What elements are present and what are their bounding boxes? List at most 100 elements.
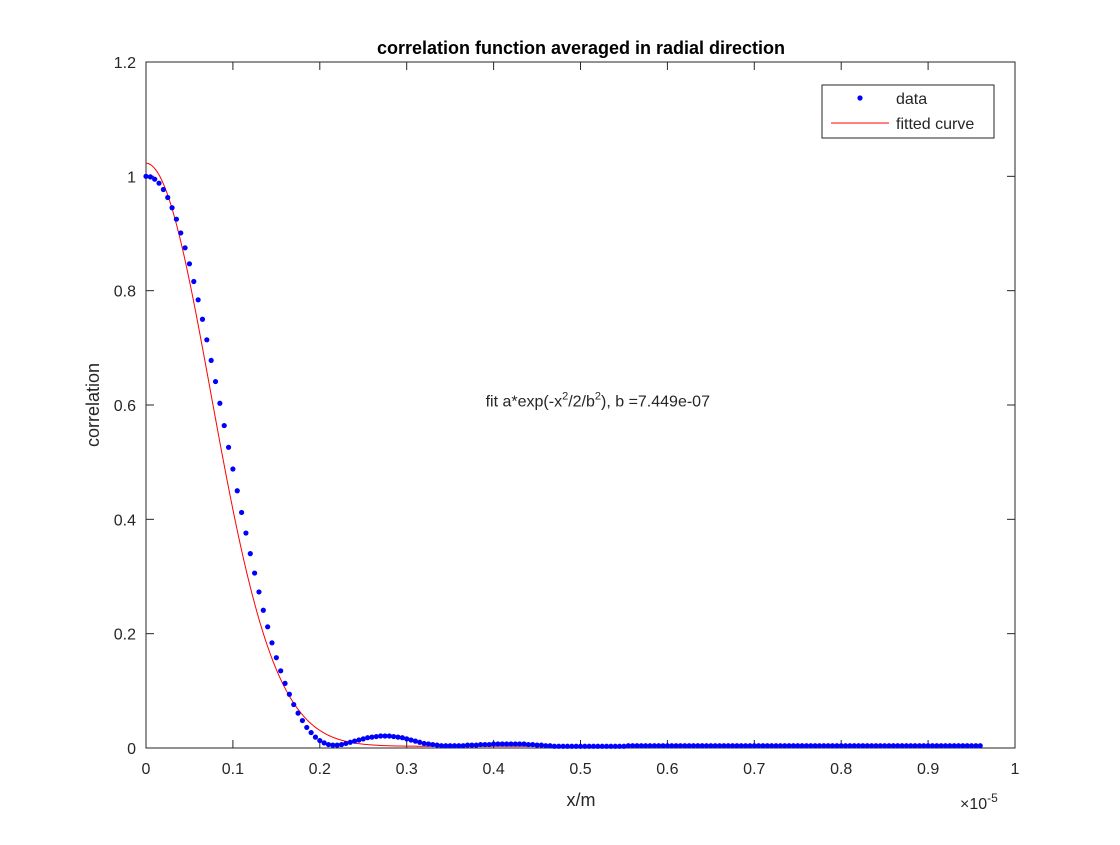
data-point [921,743,927,749]
data-point [912,743,918,749]
data-point [582,743,588,749]
data-point [908,743,914,749]
data-point [395,734,401,740]
data-point [178,230,184,236]
data-point [595,743,601,749]
data-point [564,743,571,749]
data-point [425,741,432,747]
data-point [760,743,766,749]
legend-box [821,84,995,139]
data-point [499,741,505,747]
data-point [438,743,445,749]
data-point [534,742,540,748]
data-point [391,733,397,740]
data-point [873,743,879,749]
chart-title: correlation function averaged in radial … [377,38,785,58]
y-tick-label: 0.2 [114,627,136,644]
data-point [569,743,575,749]
data-point [929,743,936,749]
data-point [577,743,584,749]
data-point [560,743,566,749]
data-point [729,743,736,749]
data-point [573,743,579,749]
data-point [882,743,888,749]
data-point [530,741,536,748]
data-point [152,176,158,182]
data-point [790,743,797,749]
data-point [651,743,657,749]
data-point [860,743,866,749]
data-point [317,737,323,744]
data-point [660,743,666,749]
x-tick-label: 0.6 [656,761,678,778]
data-point [434,742,440,748]
data-point [751,743,757,749]
data-point [399,735,405,741]
data-point [273,655,279,661]
data-point [960,743,966,749]
data-point [630,743,636,749]
data-point [777,743,783,749]
data-point [769,743,775,749]
data-point [356,737,362,743]
data-point [834,743,840,749]
data-point [260,607,266,613]
data-point [551,743,558,749]
data-point [786,743,792,749]
data-point [278,668,284,674]
data-point [795,743,801,749]
data-point [160,186,166,193]
data-point [808,743,814,749]
data-point [412,738,418,744]
data-point [491,741,497,747]
data-point [590,743,597,749]
data-point [964,743,970,749]
data-point [308,729,314,736]
data-point [543,743,549,749]
data-point [508,741,514,747]
fit-annotation: fit a*exp(-x2/2/b2), b =7.449e-07 [486,391,710,411]
data-point [443,743,449,749]
data-point [378,733,384,739]
data-point [734,743,740,749]
data-point [916,743,923,749]
data-point [721,743,727,749]
data-point [369,734,375,740]
data-point [495,741,501,747]
data-point [173,216,180,222]
data-point [482,741,488,748]
data-point [855,743,862,749]
data-point [330,742,336,748]
data-point [252,570,258,576]
legend: data fitted curve [821,84,995,139]
data-point [586,743,592,749]
data-point [373,733,379,740]
data-point [338,741,345,748]
data-point [191,278,197,285]
data-point [247,551,253,557]
data-point [851,743,857,749]
legend-data-marker [857,95,863,101]
data-point [764,743,770,749]
data-point [199,316,206,322]
x-tick-label: 1 [1011,761,1020,778]
y-tick-label: 1 [127,169,136,186]
data-point [334,742,340,748]
data-point [486,741,492,748]
data-point [625,743,631,749]
data-point [816,743,823,749]
x-axis-multiplier: ×10-5 [960,791,998,813]
data-point [360,736,366,742]
annotation-part-3: ), b =7.449e-07 [601,394,710,411]
data-point [473,742,479,748]
data-point [677,743,684,749]
data-point [743,743,749,749]
data-point [382,733,388,739]
data-point [286,691,292,697]
data-point [386,733,392,739]
data-point [156,180,162,186]
data-point [803,743,810,749]
data-point [682,743,688,749]
